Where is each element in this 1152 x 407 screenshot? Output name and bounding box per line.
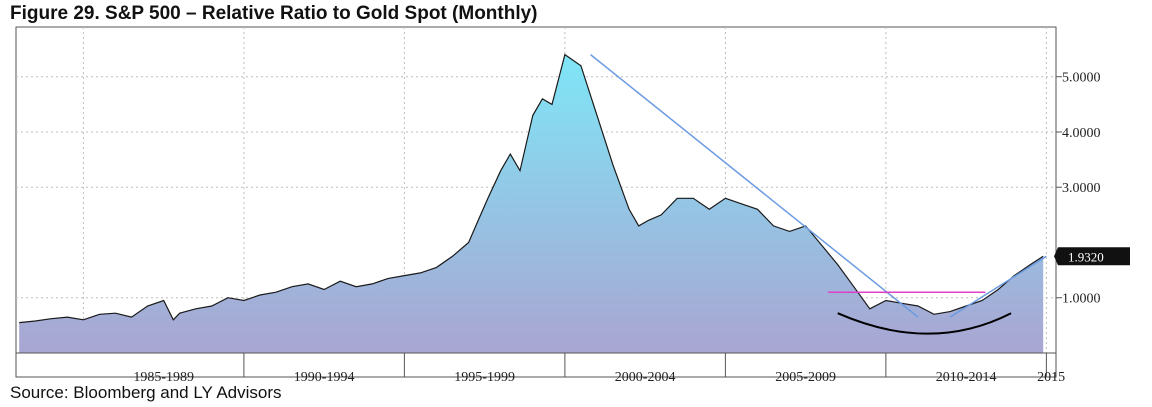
x-axis-categories: 1985-1989 1990-1994 1995-1999 2000-2004 2005… bbox=[133, 353, 1065, 385]
x-category-label: 2010-2014 bbox=[936, 370, 997, 385]
x-category-label: 1985-1989 bbox=[133, 370, 194, 385]
trendline bbox=[949, 255, 1047, 318]
x-category-label: 2000-2004 bbox=[615, 370, 676, 385]
chart-title: Figure 29. S&P 500 – Relative Ratio to G… bbox=[10, 3, 538, 24]
last-value-marker: 1.9320 bbox=[1054, 247, 1130, 266]
y-tick-label: 3.0000 bbox=[1062, 181, 1101, 196]
y-axis-ticks: 1.0000 3.0000 4.0000 5.0000 bbox=[1056, 71, 1101, 307]
data-line bbox=[19, 53, 1044, 324]
y-tick-label: 5.0000 bbox=[1062, 71, 1101, 86]
source-note: Source: Bloomberg and LY Advisors bbox=[10, 383, 282, 402]
y-tick-label: 1.0000 bbox=[1062, 292, 1101, 307]
data-area bbox=[19, 54, 1044, 353]
base-arc bbox=[837, 312, 1012, 335]
x-category-label: 1995-1999 bbox=[454, 370, 515, 385]
trendline bbox=[590, 54, 919, 318]
last-value-label: 1.9320 bbox=[1068, 249, 1104, 264]
x-category-label: 2015 bbox=[1037, 370, 1065, 385]
last-value-box bbox=[1054, 247, 1130, 266]
x-category-label: 1990-1994 bbox=[294, 370, 355, 385]
y-tick-label: 4.0000 bbox=[1062, 126, 1101, 141]
x-category-label: 2005-2009 bbox=[775, 370, 836, 385]
